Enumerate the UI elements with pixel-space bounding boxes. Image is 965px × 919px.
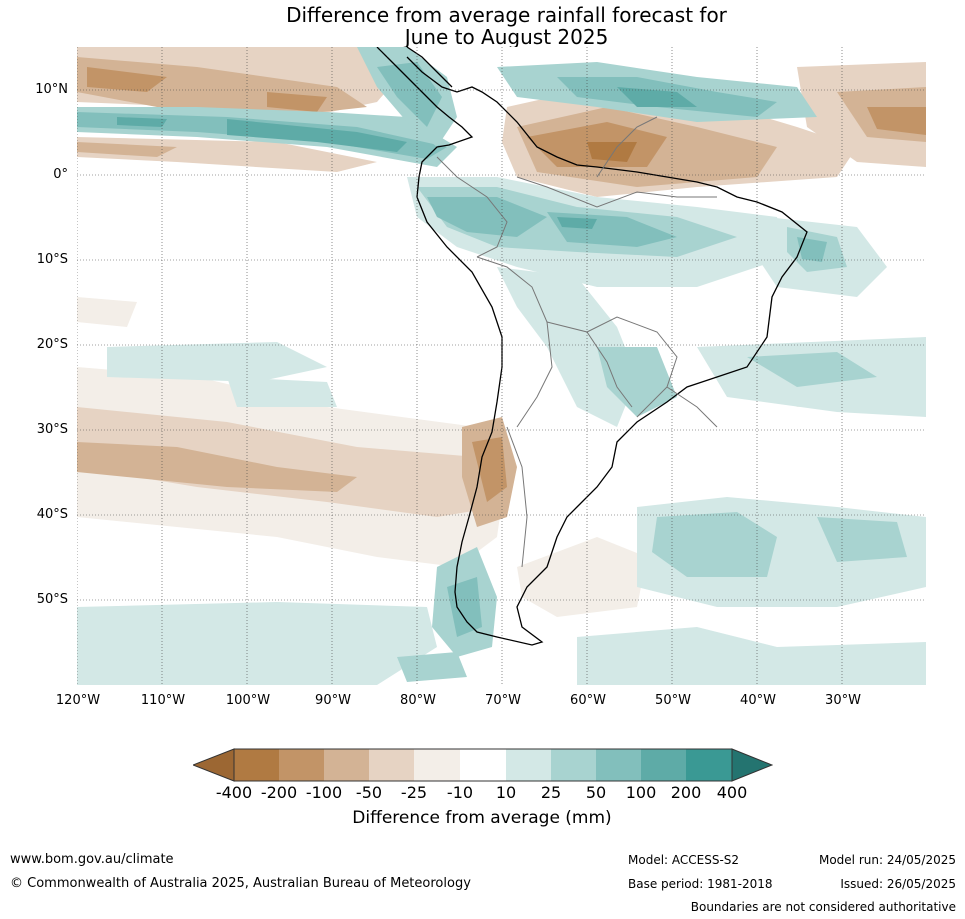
rainfall-map (77, 47, 926, 685)
colorbar-swatch (279, 749, 324, 781)
lon-label-80w: 80°W (400, 693, 436, 708)
anomaly-shading-dry (77, 47, 926, 617)
lon-label-70w: 70°W (485, 693, 521, 708)
colorbar-tick: 50 (585, 783, 607, 802)
colorbar-swatch (369, 749, 414, 781)
lat-label-10n: 10°N (35, 82, 68, 97)
coastlines (376, 47, 808, 646)
lon-label-50w: 50°W (655, 693, 691, 708)
country-borders (436, 116, 718, 568)
lon-label-90w: 90°W (315, 693, 351, 708)
colorbar-swatch (460, 749, 506, 781)
model-run-text: Model run: 24/05/2025 (818, 853, 956, 867)
lat-label-50s: 50°S (36, 592, 68, 607)
colorbar-swatch (596, 749, 641, 781)
website-link[interactable]: www.bom.gov.au/climate (10, 852, 174, 867)
colorbar-graphic (191, 748, 774, 782)
model-text: Model: ACCESS-S2 (628, 853, 740, 867)
map-title: Difference from average rainfall forecas… (0, 4, 965, 48)
map-canvas (77, 47, 926, 685)
colorbar-swatch (641, 749, 686, 781)
lat-label-40s: 40°S (36, 507, 68, 522)
title-line-1: Difference from average rainfall forecas… (286, 3, 727, 27)
lat-label-10s: 10°S (36, 252, 68, 267)
colorbar-tick: -200 (260, 783, 298, 802)
colorbar-tick: 25 (540, 783, 562, 802)
title-line-2: June to August 2025 (404, 25, 609, 49)
colorbar-label: Difference from average (mm) (352, 808, 612, 828)
colorbar-swatch (551, 749, 596, 781)
colorbar-tick: 10 (495, 783, 517, 802)
colorbar (191, 748, 774, 786)
colorbar-swatch (686, 749, 732, 781)
lon-label-60w: 60°W (570, 693, 606, 708)
disclaimer-text: Boundaries are not considered authoritat… (690, 900, 956, 914)
colorbar-tick: -100 (305, 783, 343, 802)
colorbar-tick: -10 (446, 783, 474, 802)
lon-label-120w: 120°W (55, 693, 101, 708)
lon-label-110w: 110°W (140, 693, 186, 708)
colorbar-tick: 100 (625, 783, 657, 802)
colorbar-tick: 200 (670, 783, 702, 802)
colorbar-tick: -50 (355, 783, 383, 802)
lat-label-30s: 30°S (36, 422, 68, 437)
colorbar-arrow-high (731, 748, 774, 782)
lat-label-0: 0° (53, 167, 68, 182)
colorbar-tick: -400 (215, 783, 253, 802)
colorbar-swatch (506, 749, 551, 781)
lon-label-40w: 40°W (740, 693, 776, 708)
colorbar-tick: 400 (716, 783, 748, 802)
colorbar-swatch (414, 749, 460, 781)
colorbar-tick: -25 (400, 783, 428, 802)
colorbar-arrow-low (191, 748, 235, 782)
colorbar-swatch (324, 749, 369, 781)
lat-label-20s: 20°S (36, 337, 68, 352)
copyright-text: © Commonwealth of Australia 2025, Austra… (10, 876, 471, 891)
graticule (77, 47, 926, 685)
colorbar-swatch (234, 749, 279, 781)
base-period-text: Base period: 1981-2018 (628, 877, 773, 891)
lon-label-30w: 30°W (825, 693, 861, 708)
issued-text: Issued: 26/05/2025 (840, 877, 956, 891)
lon-label-100w: 100°W (225, 693, 271, 708)
